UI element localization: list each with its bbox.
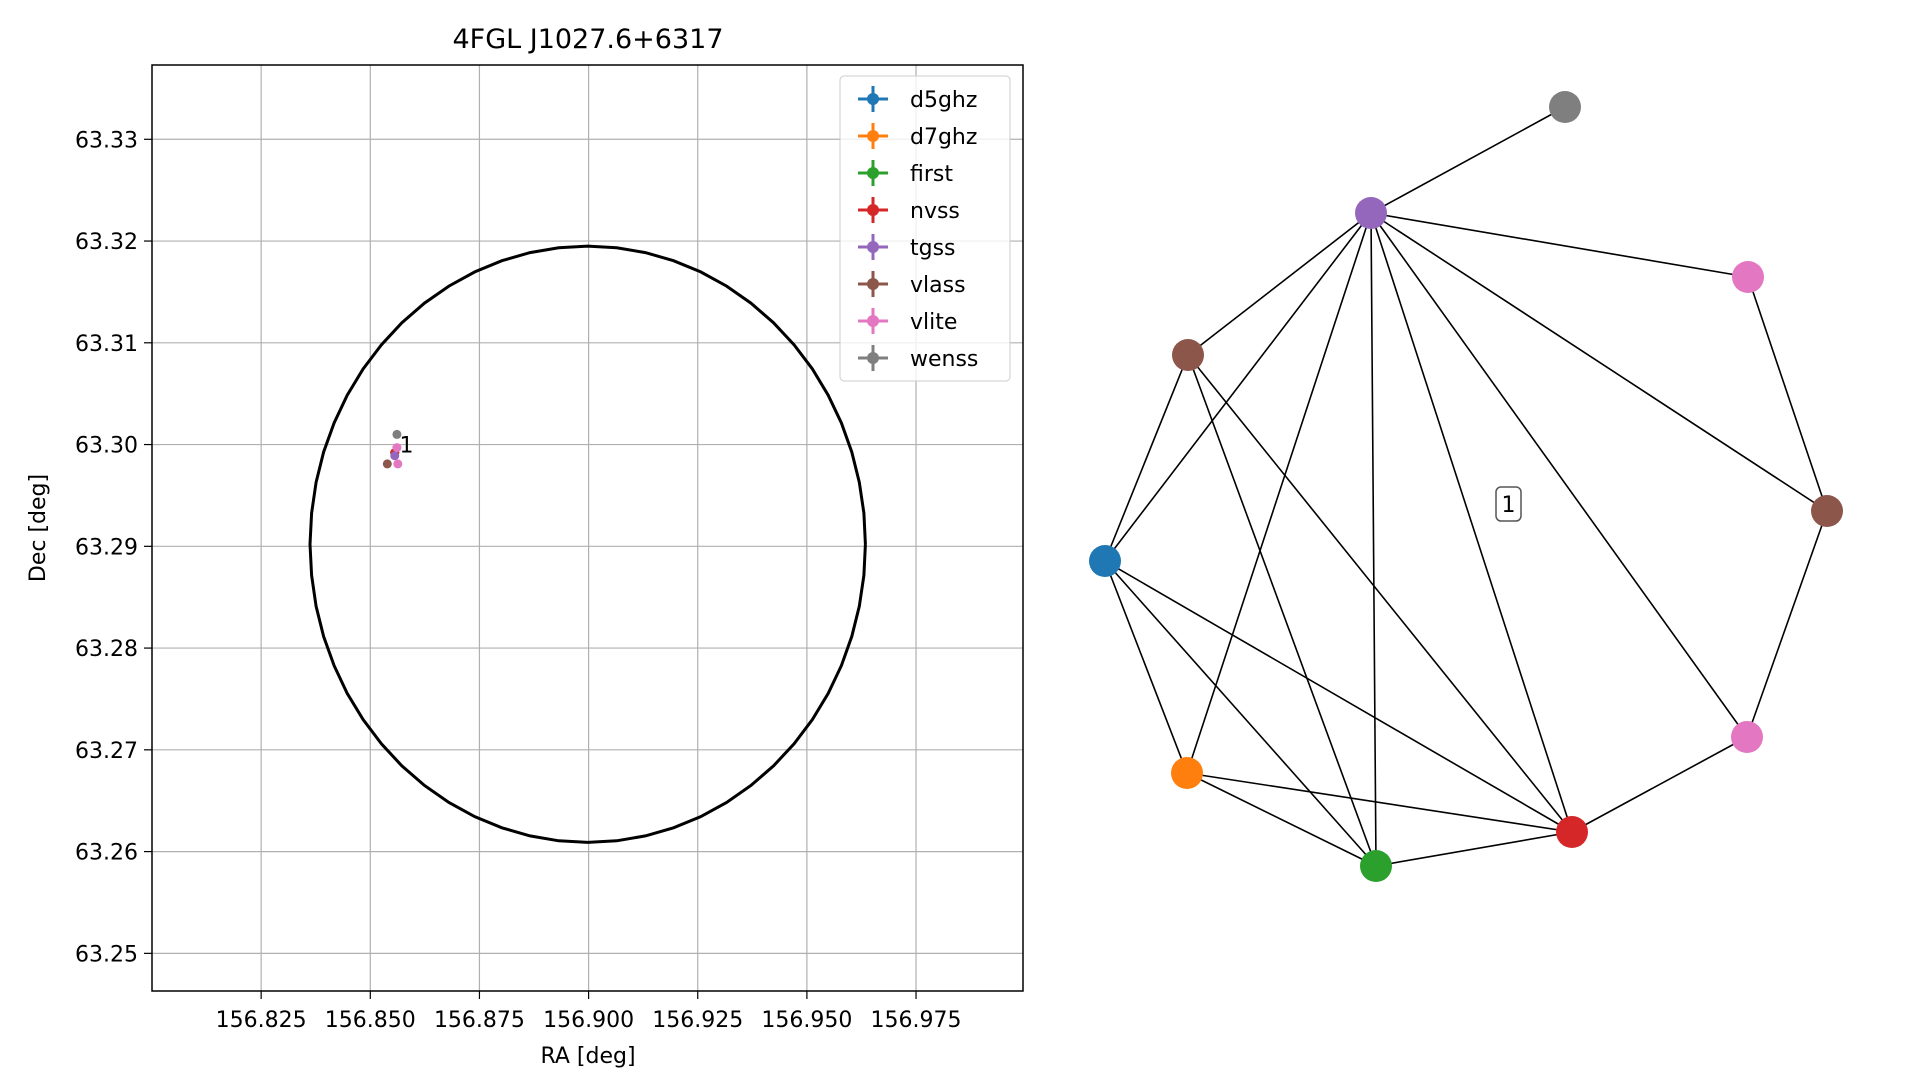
node-green — [1360, 850, 1392, 882]
localization-circle — [308, 244, 867, 844]
network-edges — [1104, 106, 1828, 867]
edge-purple-pink1 — [1370, 212, 1749, 278]
edge-purple-brown1 — [1187, 212, 1372, 356]
node-orange — [1171, 757, 1203, 789]
node-gray — [1549, 91, 1581, 123]
y-tick-label: 63.25 — [75, 942, 138, 967]
network-nodes — [1089, 91, 1843, 882]
legend: d5ghz d7ghz first nvss tgss vlass vlite wenss — [839, 75, 1011, 382]
node-brown1 — [1172, 339, 1204, 371]
edge-green-red — [1375, 831, 1573, 867]
x-axis-title: RA [deg] — [540, 1044, 635, 1069]
legend-label-d5ghz: d5ghz — [910, 88, 977, 113]
legend-marker-vlite — [867, 315, 879, 327]
node-pink2 — [1731, 721, 1763, 753]
y-tick-label: 63.32 — [75, 230, 138, 255]
x-tick-label: 156.900 — [543, 1008, 634, 1033]
legend-marker-d5ghz — [867, 93, 879, 105]
legend-label-nvss: nvss — [910, 199, 960, 224]
data-point-tgss — [390, 451, 400, 461]
edge-brown2-pink2 — [1746, 510, 1828, 738]
data-point-vlass — [382, 459, 392, 469]
edge-orange-red — [1186, 772, 1573, 833]
edge-purple-red — [1370, 212, 1573, 833]
edge-orange-green — [1186, 772, 1377, 867]
x-tick-label: 156.975 — [871, 1008, 962, 1033]
legend-marker-tgss — [867, 241, 879, 253]
y-tick-label: 63.31 — [75, 332, 138, 357]
node-pink1 — [1732, 261, 1764, 293]
edge-pink2-red — [1571, 736, 1748, 833]
x-tick-label: 156.825 — [216, 1008, 307, 1033]
edge-pink1-brown2 — [1747, 276, 1828, 512]
edge-purple-brown2 — [1370, 212, 1828, 512]
legend-box — [839, 75, 1011, 382]
y-axis-ticks: 63.25 63.26 63.27 63.28 63.29 63.30 63.31 63.32… — [75, 128, 152, 967]
legend-entries: d5ghz d7ghz first nvss tgss vlass vlite wenss — [858, 86, 978, 372]
node-blue — [1089, 545, 1121, 577]
data-point-vlite — [393, 459, 403, 469]
edge-blue-green — [1104, 560, 1377, 867]
y-tick-label: 63.26 — [75, 841, 138, 866]
node-purple — [1355, 197, 1387, 229]
circle-outline — [308, 244, 867, 844]
node-brown2 — [1811, 495, 1843, 527]
edge-blue-orange — [1104, 560, 1188, 774]
legend-label-wenss: wenss — [910, 347, 978, 372]
edge-blue-red — [1104, 560, 1573, 833]
node-red — [1556, 816, 1588, 848]
edge-purple-green — [1370, 212, 1377, 867]
data-points — [382, 429, 403, 469]
legend-label-vlite: vlite — [910, 310, 957, 335]
legend-marker-vlass — [867, 278, 879, 290]
edge-brown1-red — [1187, 354, 1573, 833]
y-tick-label: 63.29 — [75, 535, 138, 560]
network-panel: 1 — [1089, 91, 1843, 882]
edge-purple-pink2 — [1370, 212, 1748, 738]
y-tick-label: 63.27 — [75, 739, 138, 764]
x-tick-label: 156.950 — [761, 1008, 852, 1033]
legend-marker-d7ghz — [867, 130, 879, 142]
edge-brown1-green — [1187, 354, 1377, 867]
data-point-wenss — [392, 429, 402, 439]
x-axis-ticks: 156.825 156.850 156.875 156.900 156.925 156.9… — [216, 991, 962, 1033]
x-tick-label: 156.850 — [325, 1008, 416, 1033]
data-point-vlite — [392, 443, 402, 453]
source-annotation: 1 — [400, 434, 414, 459]
legend-marker-nvss — [867, 204, 879, 216]
legend-label-vlass: vlass — [910, 273, 966, 298]
edge-purple-blue — [1104, 212, 1372, 562]
edge-purple-gray — [1370, 106, 1566, 214]
plot-title: 4FGL J1027.6+6317 — [452, 24, 723, 55]
legend-label-d7ghz: d7ghz — [910, 125, 977, 150]
legend-marker-wenss — [867, 352, 879, 364]
legend-marker-first — [867, 167, 879, 179]
edge-purple-orange — [1186, 212, 1372, 774]
network-label: 1 — [1502, 493, 1516, 518]
y-tick-label: 63.30 — [75, 434, 138, 459]
network-label-box: 1 — [1495, 486, 1522, 522]
plot-frame — [151, 64, 1024, 992]
legend-label-tgss: tgss — [910, 236, 956, 261]
y-axis-title: Dec [deg] — [26, 474, 51, 582]
x-tick-label: 156.875 — [434, 1008, 525, 1033]
y-tick-label: 63.33 — [75, 128, 138, 153]
legend-label-first: first — [910, 162, 953, 187]
y-tick-label: 63.28 — [75, 637, 138, 662]
edge-brown1-blue — [1104, 354, 1189, 562]
scatter-panel: 4FGL J1027.6+6317 1 156.825 156.850 156.87… — [26, 24, 1024, 1069]
x-tick-label: 156.925 — [652, 1008, 743, 1033]
